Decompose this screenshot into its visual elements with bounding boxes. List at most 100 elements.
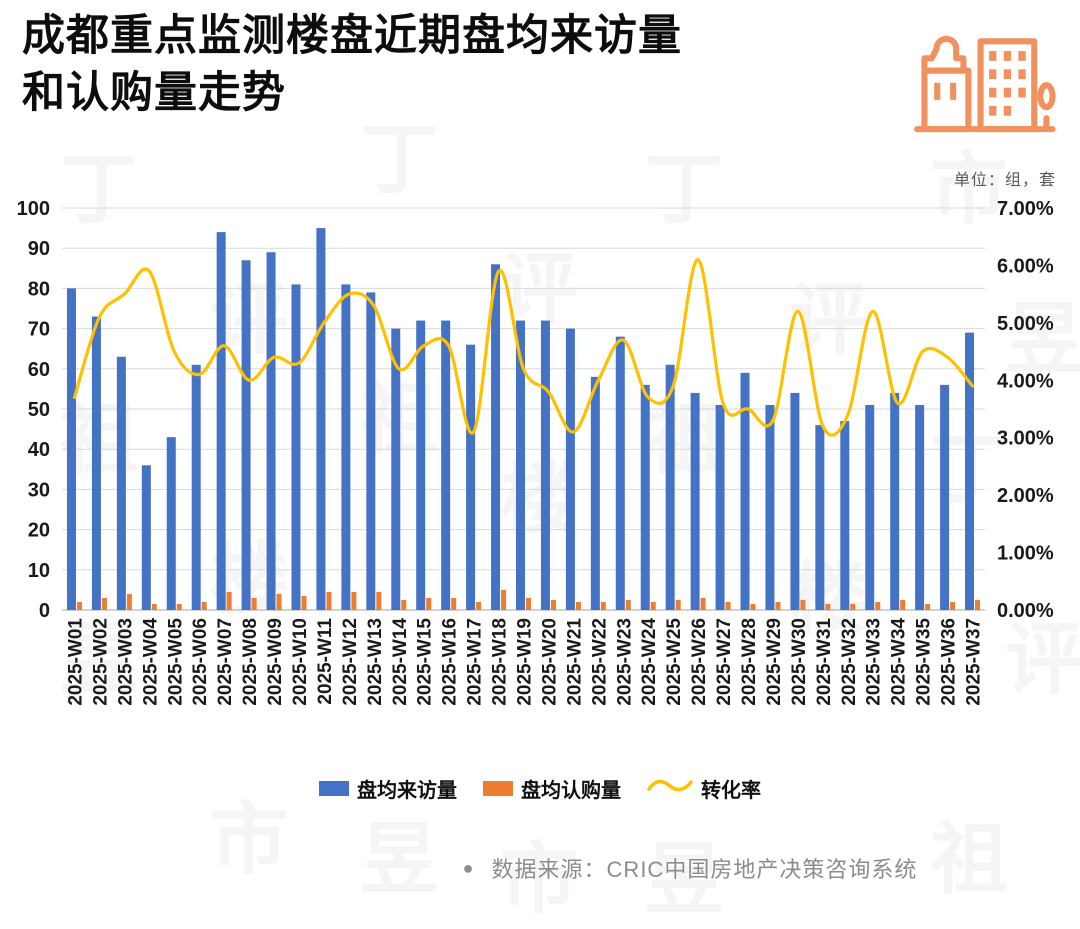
visits-bar — [815, 425, 825, 610]
x-axis-label: 2025-W16 — [440, 618, 461, 706]
conversion-rate-line — [72, 258, 975, 437]
visits-bar — [665, 364, 675, 610]
visits-swatch-icon — [319, 781, 349, 796]
visits-bar — [316, 228, 326, 610]
x-axis-label: 2025-W05 — [165, 618, 186, 706]
subscriptions-bar — [351, 591, 357, 610]
chart-legend: 盘均来访量 盘均认购量 转化率 — [0, 774, 1080, 803]
page-title: 成都重点监测楼盘近期盘均来访量 和认购量走势 — [22, 8, 682, 122]
left-axis-tick: 90 — [28, 238, 50, 260]
x-axis-label: 2025-W19 — [515, 618, 536, 706]
page-title-line1: 成都重点监测楼盘近期盘均来访量 — [22, 12, 682, 60]
subscriptions-bar — [550, 599, 556, 610]
subscriptions-bar — [126, 593, 132, 610]
x-axis-label: 2025-W23 — [614, 618, 635, 706]
unit-label: 单位：组，套 — [953, 172, 1056, 189]
chart-canvas: 0 10 20 30 40 50 60 70 80 90 100 0.00% 1.00% 2.00% 3.0… — [17, 198, 1054, 706]
legend-item-conversion: 转化率 — [647, 774, 761, 803]
visits-bar — [391, 328, 401, 610]
x-axis-label: 2025-W09 — [265, 618, 286, 706]
x-axis-label: 2025-W12 — [340, 618, 361, 706]
visits-bar — [765, 404, 775, 610]
left-axis-tick: 80 — [28, 278, 50, 300]
left-axis-tick: 60 — [28, 359, 50, 381]
subscriptions-bar — [825, 603, 831, 610]
x-axis-label: 2025-W01 — [65, 618, 86, 706]
visits-bar — [141, 465, 151, 610]
right-axis-tick: 3.00% — [997, 428, 1054, 450]
visits-bar — [740, 372, 750, 610]
x-axis-label: 2025-W13 — [365, 618, 386, 706]
subscriptions-bar — [151, 603, 157, 610]
subscriptions-bar — [226, 591, 232, 610]
x-axis-label: 2025-W06 — [190, 618, 211, 706]
data-source-text: 数据来源：CRIC中国房地产决策咨询系统 — [491, 857, 918, 882]
visits-bar — [166, 437, 176, 610]
visits-bar — [715, 404, 725, 610]
right-axis-tick: 0.00% — [997, 600, 1054, 622]
page-title-line2: 和认购量走势 — [22, 68, 286, 117]
visits-bar — [840, 421, 850, 610]
x-axis-label: 2025-W22 — [589, 618, 610, 706]
visits-bar — [216, 232, 226, 610]
visits-bar — [116, 356, 126, 610]
right-axis-tick: 1.00% — [997, 543, 1054, 565]
visits-bar — [540, 320, 550, 610]
x-axis-label: 2025-W35 — [914, 618, 935, 706]
subscriptions-bar — [76, 601, 82, 610]
subscriptions-bar — [975, 599, 981, 610]
right-axis-tick: 4.00% — [997, 370, 1054, 392]
x-axis-label: 2025-W10 — [290, 618, 311, 706]
visits-bar — [266, 252, 276, 610]
subscriptions-bar — [376, 591, 382, 610]
combo-chart: 0 10 20 30 40 50 60 70 80 90 100 0.00% 1.00% 2.00% 3.0… — [0, 190, 1080, 770]
left-axis-tick: 10 — [28, 560, 50, 582]
subscriptions-bar — [900, 599, 906, 610]
x-axis-label: 2025-W28 — [739, 618, 760, 706]
data-source: ● 数据来源：CRIC中国房地产决策咨询系统 — [0, 852, 1080, 884]
visits-bar — [441, 320, 451, 610]
legend-item-subscriptions: 盘均认购量 — [483, 774, 621, 803]
visits-bar — [466, 344, 476, 610]
visits-bar — [690, 392, 700, 610]
subscriptions-bar — [675, 599, 681, 610]
visits-bar — [615, 336, 625, 610]
subscriptions-bar — [326, 591, 332, 610]
visits-bar — [366, 292, 376, 610]
x-axis-label: 2025-W03 — [115, 618, 136, 706]
legend-label-visits: 盘均来访量 — [357, 780, 457, 802]
left-axis-tick: 30 — [28, 479, 50, 501]
visits-bar — [790, 392, 800, 610]
x-axis-label: 2025-W31 — [814, 618, 835, 706]
visits-bar — [241, 260, 251, 610]
right-axis-tick: 2.00% — [997, 485, 1054, 507]
left-axis-tick: 0 — [39, 600, 50, 622]
left-axis-tick: 50 — [28, 399, 50, 421]
right-axis-tick: 7.00% — [997, 198, 1054, 220]
x-axis-label: 2025-W11 — [315, 618, 336, 705]
x-axis-label: 2025-W32 — [839, 618, 860, 706]
subscriptions-bar — [650, 601, 656, 610]
visits-bar — [640, 384, 650, 610]
visits-bar — [416, 320, 426, 610]
subscriptions-bar — [526, 597, 531, 610]
subscriptions-bar — [301, 595, 307, 610]
bullet-icon: ● — [462, 857, 474, 878]
visits-bar — [491, 264, 501, 610]
x-axis-label: 2025-W14 — [390, 618, 411, 706]
visits-bar — [66, 288, 76, 610]
subscriptions-bar — [775, 601, 781, 610]
subscriptions-bar — [700, 597, 706, 610]
subscriptions-bar — [451, 597, 457, 610]
subscriptions-bar — [426, 597, 432, 610]
subscriptions-bar — [600, 601, 606, 610]
left-axis-tick: 40 — [28, 439, 50, 461]
x-axis-label: 2025-W26 — [689, 618, 710, 706]
visits-bar — [890, 392, 900, 610]
x-axis-label: 2025-W18 — [490, 618, 511, 706]
subscriptions-bar — [800, 599, 806, 610]
subscriptions-bar — [575, 601, 581, 610]
legend-item-visits: 盘均来访量 — [319, 774, 457, 803]
x-axis-label: 2025-W24 — [639, 618, 660, 706]
x-axis-label: 2025-W34 — [889, 618, 910, 706]
